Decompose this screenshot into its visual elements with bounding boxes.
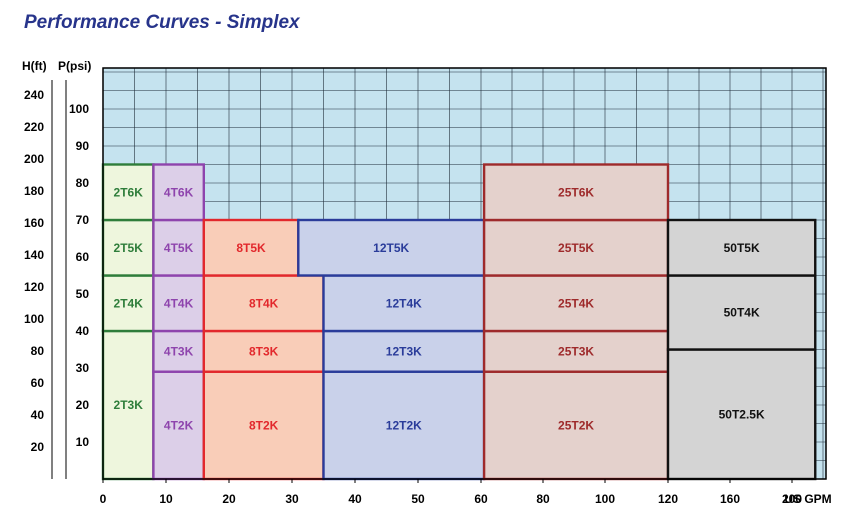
h-tick-label: 240 — [24, 88, 44, 102]
h-tick-label: 180 — [24, 184, 44, 198]
h-tick-label: 140 — [24, 248, 44, 262]
zone-2t6k — [101, 163, 155, 222]
zone-4t5k — [152, 218, 205, 277]
x-tick-label: 120 — [658, 492, 678, 506]
p-tick-label: 100 — [69, 102, 89, 116]
zone-label-12t5k: 12T5K — [373, 241, 409, 255]
h-tick-label: 220 — [24, 120, 44, 134]
plot-frame — [102, 67, 827, 480]
zone-label-2t5k: 2T5K — [114, 241, 144, 255]
zone-label-8t3k: 8T3K — [249, 344, 279, 358]
h-tick-label: 200 — [24, 152, 44, 166]
h-tick-label: 60 — [31, 376, 45, 390]
zone-25t6k — [482, 163, 670, 222]
zone-50t5k — [666, 218, 817, 277]
h-tick-label: 160 — [24, 216, 44, 230]
zone-label-12t3k: 12T3K — [386, 344, 422, 358]
zone-label-2t4k: 2T4K — [114, 296, 144, 310]
zone-2t4k — [101, 274, 155, 333]
zone-8t4k — [202, 274, 325, 333]
p-tick-label: 60 — [76, 250, 90, 264]
x-tick-label: 0 — [100, 492, 107, 506]
zone-label-50t2-5k: 50T2.5K — [719, 407, 765, 421]
zone-label-25t3k: 25T3K — [558, 344, 594, 358]
x-axis-unit: US GPM — [784, 492, 831, 506]
x-tick-label: 30 — [285, 492, 299, 506]
p-tick-label: 10 — [76, 435, 90, 449]
zone-label-50t5k: 50T5K — [724, 241, 760, 255]
zone-label-50t4k: 50T4K — [724, 306, 760, 320]
zone-label-25t5k: 25T5K — [558, 241, 594, 255]
p-tick-label: 20 — [76, 398, 90, 412]
x-tick-label: 100 — [595, 492, 615, 506]
zone-12t5k — [297, 218, 486, 277]
zone-label-2t6k: 2T6K — [114, 185, 144, 199]
zone-50t2-5k — [666, 348, 817, 481]
p-tick-label: 70 — [76, 213, 90, 227]
zone-12t3k — [322, 329, 486, 373]
x-tick-label: 20 — [222, 492, 236, 506]
h-tick-label: 100 — [24, 312, 44, 326]
x-tick-label: 40 — [348, 492, 362, 506]
zone-label-8t5k: 8T5K — [236, 241, 266, 255]
h-tick-label: 20 — [31, 440, 45, 454]
h-tick-label: 120 — [24, 280, 44, 294]
x-tick-label: 10 — [159, 492, 173, 506]
p-tick-label: 30 — [76, 361, 90, 375]
zone-label-2t3k: 2T3K — [114, 398, 144, 412]
p-tick-label: 90 — [76, 139, 90, 153]
p-tick-label: 80 — [76, 176, 90, 190]
zone-label-12t4k: 12T4K — [386, 296, 422, 310]
zone-label-25t4k: 25T4K — [558, 296, 594, 310]
x-tick-label: 50 — [411, 492, 425, 506]
x-tick-label: 160 — [720, 492, 740, 506]
zone-label-4t4k: 4T4K — [164, 296, 194, 310]
x-tick-label: 60 — [474, 492, 488, 506]
zone-label-8t4k: 8T4K — [249, 296, 279, 310]
zone-25t5k — [482, 218, 670, 277]
p-axis-title: P(psi) — [58, 59, 91, 73]
p-tick-label: 40 — [76, 324, 90, 338]
zone-2t3k — [101, 329, 155, 481]
zone-label-8t2k: 8T2K — [249, 418, 279, 432]
zone-4t4k — [152, 274, 205, 333]
zone-label-4t2k: 4T2K — [164, 418, 194, 432]
p-tick-label: 50 — [76, 287, 90, 301]
x-tick-label: 200 — [782, 492, 802, 506]
h-tick-label: 80 — [31, 344, 45, 358]
h-axis-title: H(ft) — [22, 59, 47, 73]
zone-4t3k — [152, 329, 205, 373]
zone-label-12t2k: 12T2K — [386, 418, 422, 432]
zone-label-4t3k: 4T3K — [164, 344, 194, 358]
zone-4t6k — [152, 163, 205, 222]
chart-title: Performance Curves - Simplex — [24, 12, 300, 33]
zone-label-4t5k: 4T5K — [164, 241, 194, 255]
zone-label-25t2k: 25T2K — [558, 418, 594, 432]
x-tick-label: 80 — [536, 492, 550, 506]
h-tick-label: 40 — [31, 408, 45, 422]
zone-25t4k — [482, 274, 670, 333]
zone-25t2k — [482, 370, 670, 481]
zone-label-25t6k: 25T6K — [558, 185, 594, 199]
zone-label-4t6k: 4T6K — [164, 185, 194, 199]
